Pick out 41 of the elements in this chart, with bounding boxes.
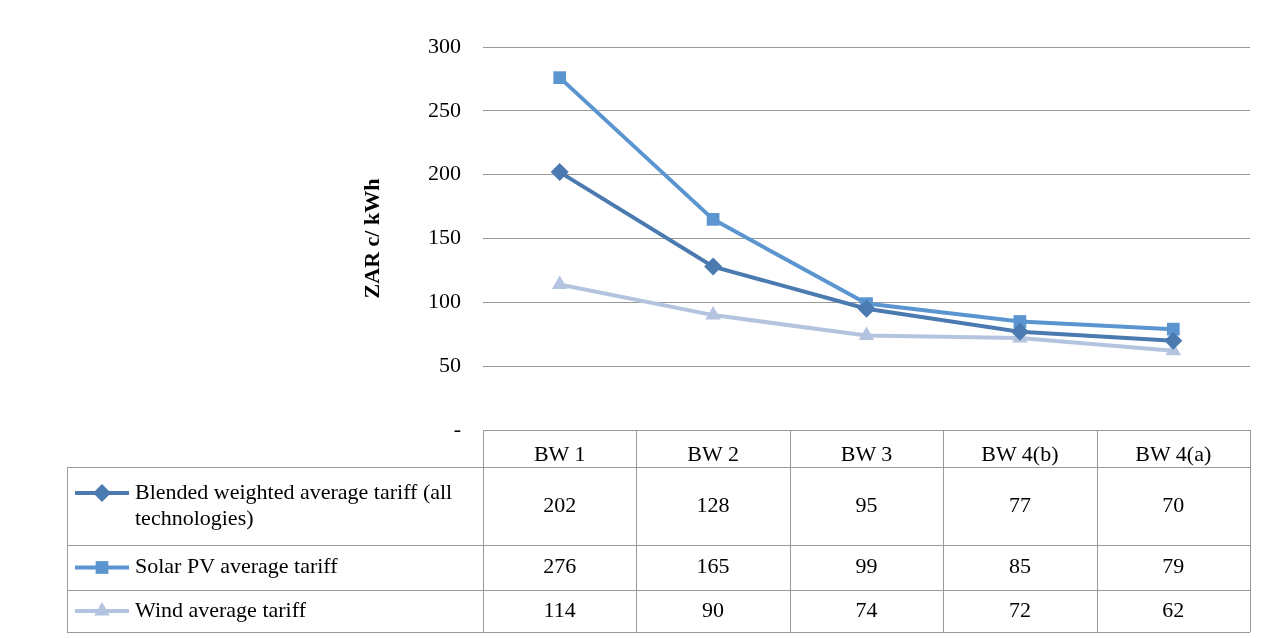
x-tick-label: BW 2 — [687, 440, 739, 466]
x-tick-label: BW 1 — [533, 440, 586, 466]
y-tick-label: 150 — [428, 224, 461, 250]
y-tick-label: 200 — [428, 160, 461, 186]
point — [704, 257, 723, 276]
y-axis-title: ZAR c/ kWh — [358, 178, 384, 299]
point — [858, 326, 875, 341]
data-label: 85 — [1008, 553, 1031, 579]
y-tick-label: 300 — [428, 32, 461, 58]
y-tick-label: 100 — [428, 288, 461, 314]
data-label: 165 — [696, 553, 730, 579]
point — [1164, 331, 1183, 350]
y-tick-label: 50 — [439, 351, 461, 377]
y-tick-label: 250 — [428, 96, 461, 122]
y-tick-label: - — [453, 415, 461, 441]
legend-label: Blended weighted average tariff (all technologies) — [135, 478, 453, 530]
legend-label: Solar PV average tariff — [135, 553, 339, 579]
data-label: 72 — [1008, 596, 1031, 622]
data-label: 202 — [543, 491, 577, 517]
data-label: 95 — [855, 491, 878, 517]
x-tick-label: BW 3 — [840, 440, 893, 466]
data-label: 62 — [1162, 596, 1185, 622]
point — [705, 306, 721, 320]
point — [706, 212, 720, 226]
data-label: 79 — [1162, 553, 1185, 579]
data-label: 99 — [855, 553, 878, 579]
point — [857, 299, 876, 318]
x-tick-label: BW 4(a) — [1135, 440, 1212, 466]
data-label: 70 — [1162, 491, 1185, 517]
data-label: 114 — [543, 596, 576, 622]
point — [550, 163, 569, 182]
point — [1010, 322, 1029, 341]
x-tick-label: BW 4(b) — [981, 440, 1059, 466]
legend-label: Wind average tariff — [135, 596, 307, 622]
data-label: 90 — [702, 596, 725, 622]
data-label: 128 — [696, 491, 730, 517]
data-label: 77 — [1008, 491, 1031, 517]
point — [551, 275, 568, 289]
data-label: 276 — [543, 553, 577, 579]
point — [553, 71, 567, 84]
data-label: 74 — [855, 596, 878, 622]
